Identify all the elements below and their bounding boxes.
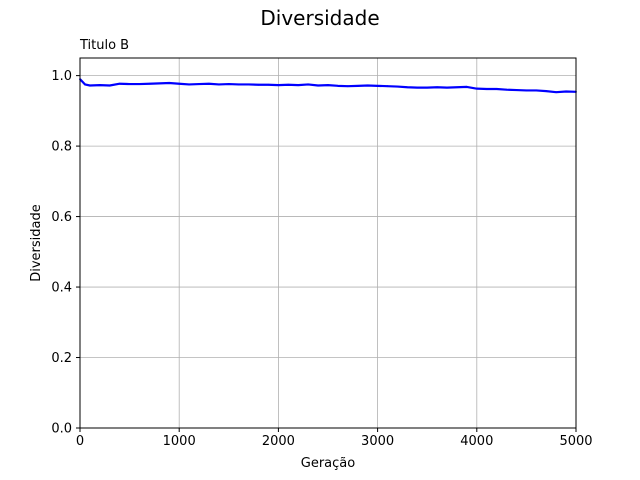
- data-point: [356, 84, 359, 87]
- plot-frame: [79, 57, 577, 429]
- data-point: [456, 86, 458, 89]
- data-point: [108, 84, 111, 87]
- data-point: [426, 86, 429, 89]
- x-tick-label: 3000: [361, 434, 394, 449]
- data-point: [217, 83, 220, 86]
- data-point: [495, 88, 498, 90]
- data-point: [267, 83, 270, 86]
- data-point: [465, 86, 468, 88]
- data-point: [376, 84, 379, 87]
- x-tick-label: 1000: [163, 434, 196, 449]
- data-point: [148, 82, 151, 85]
- data-point: [188, 83, 191, 86]
- y-tick-label: 1.0: [51, 69, 72, 84]
- chart-subtitle: Titulo B: [79, 38, 129, 53]
- data-point: [386, 85, 389, 88]
- y-tick-label: 0.8: [51, 140, 72, 155]
- data-point: [535, 89, 538, 92]
- data-point: [237, 83, 240, 86]
- data-point: [277, 84, 280, 87]
- data-point: [485, 88, 488, 90]
- data-point: [128, 83, 131, 85]
- data-point: [118, 82, 121, 85]
- data-point: [307, 83, 310, 86]
- data-point: [337, 84, 339, 87]
- y-axis-label: Diversidade: [29, 204, 44, 282]
- x-tick-label: 2000: [262, 434, 295, 449]
- data-point: [525, 89, 528, 92]
- data-point: [247, 83, 250, 86]
- data-point: [89, 84, 91, 87]
- data-point: [436, 86, 439, 89]
- chart-title: Diversidade: [260, 6, 379, 30]
- data-point: [327, 84, 329, 87]
- data-point: [545, 90, 548, 93]
- data-point: [158, 82, 161, 85]
- data-point: [505, 88, 508, 91]
- y-tick-label: 0.6: [51, 210, 72, 225]
- data-point: [406, 86, 409, 89]
- y-tick-label: 0.4: [51, 281, 72, 296]
- data-point: [475, 87, 478, 90]
- data-point: [198, 83, 200, 85]
- data-point: [515, 89, 518, 91]
- data-point: [227, 83, 230, 85]
- data-point: [178, 82, 181, 85]
- data-point: [446, 86, 448, 89]
- x-tick-label: 4000: [460, 434, 493, 449]
- data-point: [396, 85, 399, 88]
- data-point: [138, 83, 141, 85]
- data-point: [346, 85, 349, 88]
- data-point: [98, 84, 101, 87]
- data-point: [84, 83, 86, 86]
- data-point: [287, 83, 290, 86]
- data-point: [416, 86, 419, 89]
- data-point: [317, 84, 319, 87]
- y-tick-label: 0.2: [51, 351, 72, 366]
- series-layer: [79, 78, 577, 94]
- data-point: [555, 91, 558, 94]
- data-point: [297, 84, 300, 87]
- series-line: [79, 78, 577, 94]
- x-axis-label: Geração: [301, 456, 355, 471]
- x-tick-label: 5000: [559, 434, 592, 449]
- data-point: [168, 82, 171, 84]
- x-axis: 0 1000 2000 3000 4000 5000: [76, 428, 593, 449]
- x-tick-label: 0: [76, 434, 84, 449]
- y-axis: 0.0 0.2 0.4 0.6 0.8 1.0: [51, 69, 80, 437]
- y-tick-label: 0.0: [51, 422, 72, 437]
- data-point: [257, 83, 260, 86]
- data-point: [565, 90, 567, 93]
- data-point: [366, 84, 369, 87]
- data-point: [208, 82, 210, 85]
